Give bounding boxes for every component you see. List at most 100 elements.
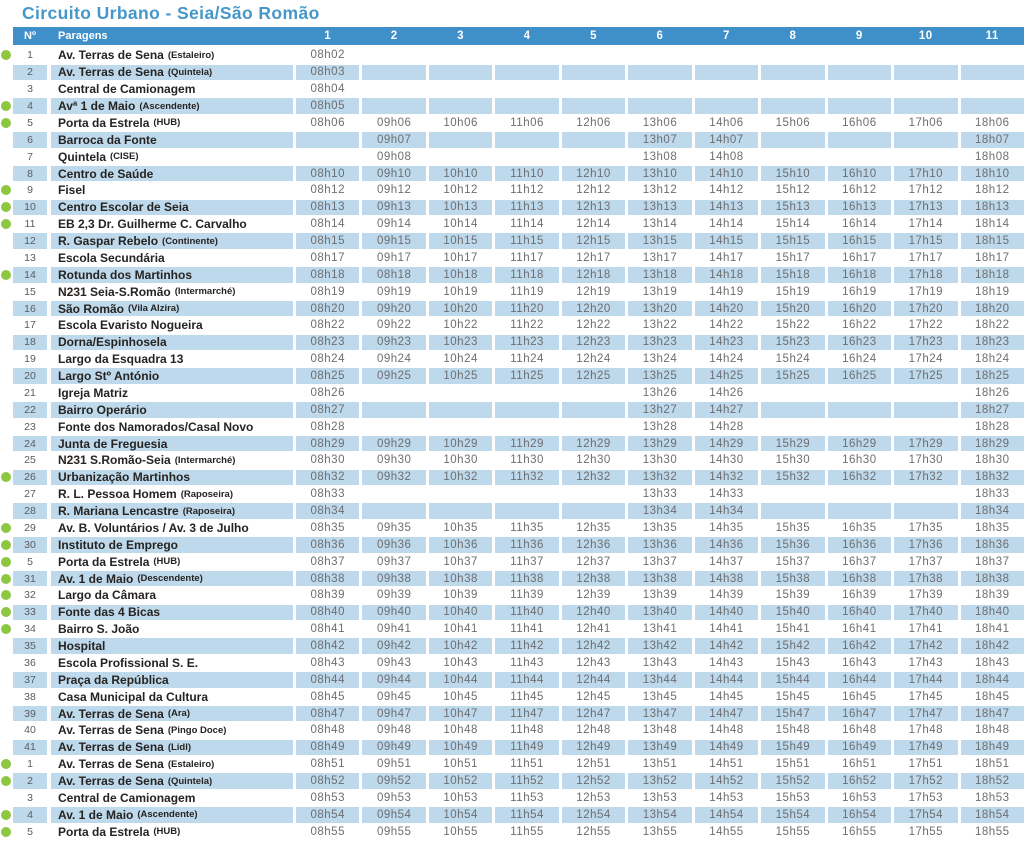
green-dot-icon (1, 269, 11, 280)
time-cell (429, 486, 492, 502)
time-cell: 18h08 (975, 150, 1010, 163)
stop-number: 5 (27, 825, 33, 838)
time-cell: 08h28 (310, 420, 345, 433)
stop-number: 15 (24, 285, 36, 298)
stop-name-qualifier: (Estaleiro) (167, 49, 215, 61)
table-row: 5 Porta da Estrela (HUB) 08h06 09h06 10h06 11h… (0, 115, 1024, 132)
table-row: 3 Central de Camionagem 08h04 (0, 81, 1024, 98)
stop-number: 2 (13, 773, 47, 789)
time-cell: 14h45 (709, 690, 744, 703)
time-cell: 12h25 (561, 368, 626, 384)
time-cell: 10h55 (443, 825, 478, 838)
time-cell: 18h24 (975, 353, 1010, 366)
stop-indicator-cell (0, 621, 13, 638)
time-cell (761, 64, 825, 81)
time-cell: 10h54 (428, 807, 493, 823)
stop-number: 11 (24, 218, 36, 231)
time-cell: 14h35 (709, 521, 744, 534)
time-cell (694, 98, 759, 114)
stop-name: Porta da Estrela (HUB) (51, 115, 293, 131)
time-cell: 18h42 (960, 638, 1024, 654)
time-cell: 10h48 (443, 724, 478, 737)
time-cell: 08h44 (296, 672, 360, 688)
table-row: 35 Hospital 08h42 09h42 10h42 11h42 12h42 13h42… (0, 638, 1024, 655)
time-cell: 18h29 (960, 435, 1024, 452)
table-row: 25 N231 S.Romão-Seia (Intermarché) 08h30 09h… (0, 452, 1024, 469)
table-row: 4 Av. 1 de Maio (Ascendente) 08h54 09h54 10h5… (0, 806, 1024, 823)
stop-number: 23 (24, 420, 36, 433)
stop-name-main: Barroca da Fonte (58, 132, 157, 147)
time-cell (894, 503, 958, 519)
time-cell: 09h51 (376, 758, 412, 771)
stop-name: Centro de Saúde (51, 165, 293, 182)
time-cell: 16h29 (827, 435, 892, 452)
time-cell: 17h20 (894, 300, 958, 317)
time-cell (495, 503, 559, 519)
time-cell (827, 503, 892, 519)
stop-number: 3 (27, 791, 33, 804)
stop-name-main: R. Gaspar Rebelo (58, 234, 159, 249)
time-cell: 08h12 (310, 184, 345, 197)
stop-indicator-cell (0, 216, 13, 233)
time-cell: 12h51 (576, 758, 611, 771)
time-cell: 15h14 (775, 218, 811, 231)
green-dot-icon (1, 809, 11, 820)
time-cell: 14h43 (709, 656, 744, 669)
header-trip-3: 3 (457, 30, 465, 42)
time-cell: 13h53 (642, 791, 678, 804)
time-cell: 08h04 (310, 83, 345, 96)
time-cell (960, 98, 1024, 114)
time-cell: 11h49 (495, 739, 559, 756)
time-cell: 11h38 (495, 570, 559, 587)
stop-indicator-cell (0, 688, 13, 705)
stop-name: Escola Secundária (51, 250, 293, 266)
time-cell (495, 132, 559, 148)
stop-name-qualifier: (HUB) (153, 556, 181, 568)
stop-indicator-cell (0, 351, 13, 368)
time-cell: 17h44 (894, 672, 958, 688)
stop-indicator-cell (0, 300, 13, 317)
time-cell: 15h32 (761, 469, 825, 486)
time-cell: 13h22 (642, 319, 678, 332)
time-cell: 17h40 (894, 604, 958, 621)
time-cell (894, 385, 957, 401)
time-cell (561, 98, 626, 114)
time-cell: 15h35 (775, 521, 811, 534)
stop-indicator-cell (0, 503, 13, 520)
time-cell: 11h30 (510, 454, 544, 467)
stop-name: Dorna/Espinhosela (51, 334, 293, 351)
time-cell: 18h38 (960, 570, 1024, 587)
stop-indicator-cell (0, 148, 13, 165)
stop-indicator-cell (0, 81, 13, 98)
time-cell: 11h53 (510, 791, 544, 804)
time-cell: 18h12 (975, 184, 1010, 197)
time-cell: 12h38 (561, 570, 626, 587)
time-cell: 13h14 (642, 218, 678, 231)
table-row: 5 Porta da Estrela (HUB) 08h37 09h37 10h37 11h… (0, 553, 1024, 570)
time-cell: 08h42 (296, 638, 360, 654)
time-cell: 11h44 (495, 672, 559, 688)
time-cell: 14h44 (694, 672, 759, 688)
time-cell: 09h06 (376, 116, 412, 129)
stop-indicator-cell (0, 368, 13, 385)
time-cell (827, 402, 892, 418)
time-cell: 15h40 (761, 604, 825, 621)
green-dot-icon (1, 101, 11, 112)
time-cell: 12h29 (561, 435, 626, 452)
time-cell: 16h54 (827, 807, 892, 823)
time-cell: 08h26 (310, 386, 345, 399)
time-cell: 11h48 (510, 724, 544, 737)
time-cell: 17h19 (908, 285, 944, 298)
header-trip-11: 11 (985, 30, 999, 42)
time-cell: 08h03 (296, 64, 360, 81)
stop-number: 33 (13, 604, 47, 621)
time-cell: 17h48 (908, 724, 944, 737)
time-cell: 10h35 (443, 521, 478, 534)
time-cell: 17h14 (908, 218, 944, 231)
time-cell: 15h38 (761, 570, 825, 587)
time-cell: 16h20 (827, 300, 892, 317)
time-cell: 14h33 (709, 488, 744, 501)
stop-number: 35 (13, 638, 47, 654)
table-row: 8 Centro de Saúde 08h10 09h10 10h10 11h10 12h1… (0, 165, 1024, 182)
